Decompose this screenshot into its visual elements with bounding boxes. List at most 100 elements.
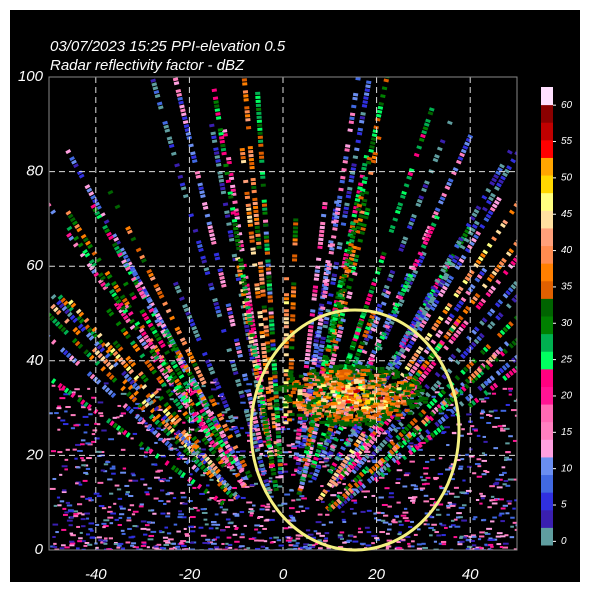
echo <box>504 457 509 459</box>
echo <box>484 532 488 534</box>
echo <box>249 538 255 540</box>
echo <box>337 482 341 484</box>
echo <box>121 393 127 395</box>
echo <box>427 523 430 525</box>
echo <box>466 413 471 415</box>
echo <box>503 483 507 485</box>
echo <box>488 544 493 546</box>
echo <box>165 515 170 517</box>
echo <box>104 463 108 465</box>
echo <box>504 480 509 482</box>
echo <box>76 466 80 468</box>
echo <box>446 444 449 446</box>
echo <box>242 82 247 85</box>
echo <box>83 472 88 474</box>
echo <box>200 474 205 476</box>
echo <box>296 432 301 436</box>
echo <box>510 536 514 538</box>
echo <box>441 432 445 434</box>
echo <box>430 498 435 500</box>
echo <box>485 471 489 473</box>
echo <box>316 521 322 523</box>
echo <box>141 545 146 547</box>
echo <box>262 212 267 215</box>
echo <box>447 491 450 493</box>
echo <box>264 243 269 246</box>
echo <box>287 418 292 421</box>
echo <box>269 327 274 330</box>
echo <box>169 548 174 550</box>
echo <box>432 529 435 531</box>
echo <box>500 428 503 430</box>
echo <box>246 126 251 129</box>
echo <box>508 435 513 437</box>
echo <box>133 433 137 435</box>
echo <box>158 500 163 502</box>
echo <box>432 396 436 398</box>
echo <box>262 355 267 359</box>
echo <box>61 544 66 546</box>
echo <box>396 478 401 480</box>
echo <box>511 409 517 411</box>
echo <box>291 520 297 522</box>
echo <box>84 424 89 426</box>
echo <box>62 465 68 467</box>
echo <box>308 534 314 536</box>
echo <box>290 377 295 380</box>
echo <box>103 540 107 542</box>
echo <box>119 506 123 508</box>
echo <box>104 382 109 384</box>
echo <box>420 487 425 489</box>
echo <box>284 494 290 496</box>
echo <box>172 543 176 545</box>
echo <box>504 428 510 430</box>
echo <box>270 542 274 544</box>
echo <box>304 365 309 369</box>
echo <box>267 295 272 298</box>
echo <box>283 451 288 453</box>
echo <box>436 509 439 511</box>
echo <box>316 499 320 501</box>
echo <box>167 512 170 514</box>
echo <box>147 546 150 548</box>
echo <box>289 507 295 509</box>
echo <box>445 469 450 471</box>
echo <box>90 536 95 538</box>
echo <box>250 239 255 243</box>
echo <box>276 439 281 442</box>
echo <box>81 518 86 520</box>
echo <box>388 496 394 498</box>
echo <box>68 510 73 512</box>
echo <box>444 527 448 529</box>
echo <box>460 435 464 437</box>
echo <box>480 417 484 419</box>
echo <box>235 515 240 517</box>
echo <box>404 474 409 476</box>
echo <box>404 508 407 510</box>
echo <box>75 482 79 484</box>
echo <box>57 417 60 419</box>
echo <box>500 430 505 432</box>
echo <box>257 311 262 315</box>
echo <box>489 539 495 541</box>
echo <box>449 526 452 528</box>
echo <box>254 218 259 221</box>
echo <box>97 423 100 425</box>
echo <box>318 238 323 242</box>
echo <box>500 520 505 522</box>
echo <box>181 545 186 547</box>
echo <box>86 457 92 459</box>
echo <box>3 255 9 261</box>
echo <box>71 414 76 416</box>
echo <box>283 527 289 529</box>
echo <box>342 542 346 544</box>
echo <box>148 535 154 537</box>
echo <box>296 436 301 440</box>
echo <box>275 415 280 418</box>
echo <box>582 298 588 304</box>
echo <box>299 506 304 508</box>
echo <box>321 384 326 387</box>
echo <box>60 547 65 549</box>
echo <box>284 293 289 296</box>
echo <box>249 235 254 239</box>
